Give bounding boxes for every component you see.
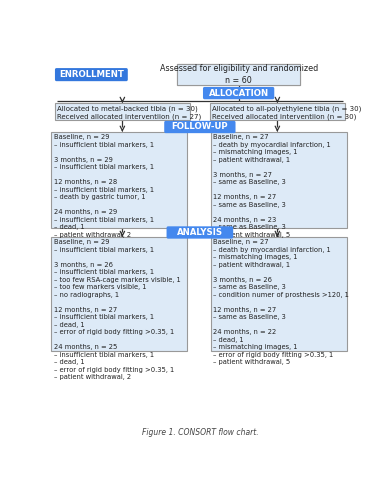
Text: Assessed for eligibility and randomized
n = 60: Assessed for eligibility and randomized … <box>160 64 318 85</box>
FancyBboxPatch shape <box>203 87 274 100</box>
Text: Allocated to metal-backed tibia (n = 30)
Received allocated interventiion (n = 2: Allocated to metal-backed tibia (n = 30)… <box>57 106 201 120</box>
Text: Baseline, n = 29
– insufficient tibial markers, 1

3 months, n = 26
– insufficie: Baseline, n = 29 – insufficient tibial m… <box>54 240 181 380</box>
Text: ENROLLMENT: ENROLLMENT <box>59 70 124 79</box>
Text: ANALYSIS: ANALYSIS <box>177 228 223 237</box>
FancyBboxPatch shape <box>51 132 187 228</box>
Text: FOLLOW-UP: FOLLOW-UP <box>172 122 228 132</box>
FancyBboxPatch shape <box>55 68 128 81</box>
FancyBboxPatch shape <box>209 103 345 120</box>
FancyBboxPatch shape <box>211 237 347 351</box>
Text: ALLOCATION: ALLOCATION <box>209 88 269 98</box>
Text: Allocated to all-polyethylene tibia (n = 30)
Received allocated interventiion (n: Allocated to all-polyethylene tibia (n =… <box>212 106 361 120</box>
Text: Baseline, n = 27
– death by myocardial infarction, 1
– mismatching images, 1
– p: Baseline, n = 27 – death by myocardial i… <box>213 240 349 366</box>
Text: Figure 1. CONSORT flow chart.: Figure 1. CONSORT flow chart. <box>142 428 258 438</box>
FancyBboxPatch shape <box>51 237 187 351</box>
Text: Baseline, n = 29
– insufficient tibial markers, 1

3 months, n = 29
– insufficie: Baseline, n = 29 – insufficient tibial m… <box>54 134 154 238</box>
FancyBboxPatch shape <box>211 132 347 228</box>
FancyBboxPatch shape <box>167 226 233 238</box>
FancyBboxPatch shape <box>177 64 300 86</box>
Text: Baseline, n = 27
– death by myocardial infarction, 1
– mismatching images, 1
– p: Baseline, n = 27 – death by myocardial i… <box>213 134 331 238</box>
FancyBboxPatch shape <box>55 103 190 120</box>
FancyBboxPatch shape <box>177 64 300 86</box>
FancyBboxPatch shape <box>164 121 236 133</box>
